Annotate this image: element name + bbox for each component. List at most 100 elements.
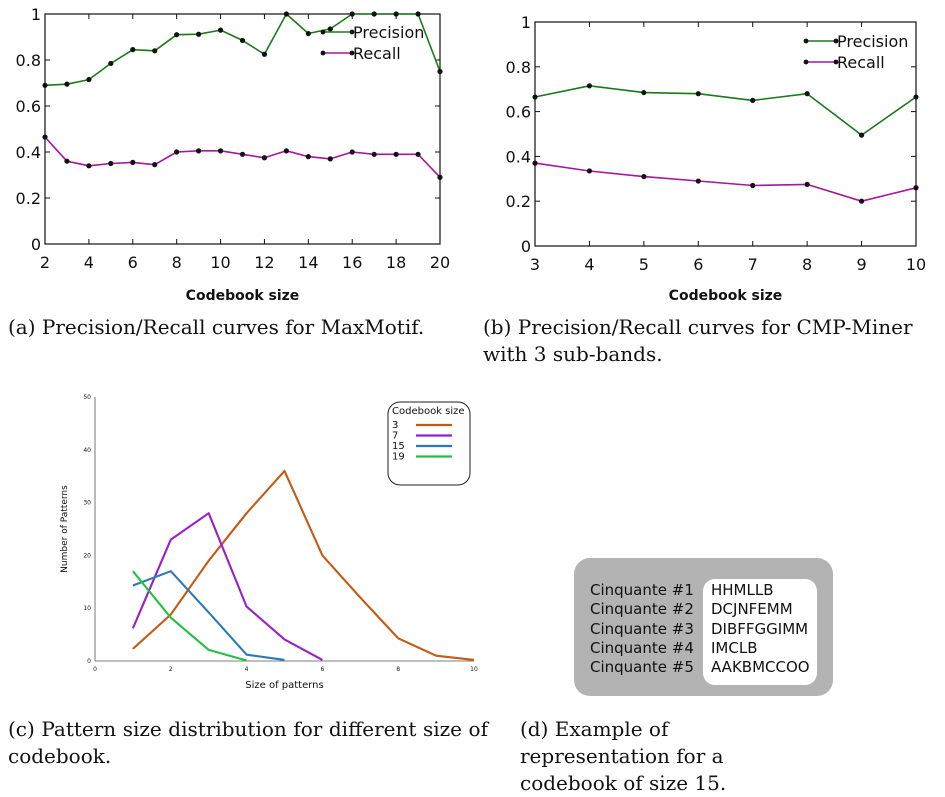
y-tick-label: 0	[87, 658, 91, 665]
legend-label: 3	[392, 420, 398, 431]
caption-a: (a) Precision/Recall curves for MaxMotif…	[8, 315, 425, 339]
x-tick-label: 2	[40, 253, 50, 272]
series-line	[132, 570, 247, 662]
x-tick-label: 6	[693, 255, 703, 274]
caption-b: (b) Precision/Recall curves for CMP-Mine…	[483, 315, 913, 366]
data-point	[305, 154, 311, 160]
data-point	[393, 151, 399, 157]
codebook-value: DCJNFEMM	[711, 600, 793, 619]
series-line	[132, 469, 475, 661]
y-tick-label: 0.6	[506, 103, 531, 122]
y-tick-label: 0.4	[506, 147, 531, 166]
data-point	[86, 163, 92, 169]
codebook-example-values: HHMLLB DCJNFEMM DIBFFGGIMM IMCLB AAKBMCC…	[703, 579, 817, 685]
caption-c: (c) Pattern size distribution for differ…	[8, 717, 488, 768]
x-tick-label: 10	[470, 666, 478, 673]
data-point	[152, 162, 158, 168]
x-tick-label: 0	[93, 666, 97, 673]
y-tick-label: 0.6	[16, 97, 41, 116]
y-tick-label: 0.8	[506, 58, 531, 77]
codebook-value: AAKBMCCOO	[711, 658, 810, 677]
data-point	[217, 148, 224, 154]
x-tick-label: 4	[584, 255, 594, 274]
codebook-label: Cinquante #2	[590, 600, 694, 619]
legend-marker	[320, 29, 326, 35]
data-point	[437, 68, 443, 75]
codebook-value: IMCLB	[711, 638, 758, 657]
legend-box	[387, 401, 471, 486]
data-point	[858, 198, 865, 204]
legend-marker	[803, 59, 809, 65]
data-point	[415, 11, 421, 17]
x-tick-label: 9	[856, 255, 866, 274]
y-tick-label: 10	[83, 605, 91, 612]
data-point	[86, 76, 92, 83]
x-tick-label: 20	[430, 253, 450, 272]
data-point	[239, 151, 246, 157]
data-point	[349, 11, 355, 17]
plot-frame	[44, 13, 441, 245]
x-tick-label: 6	[128, 253, 138, 272]
codebook-label: Cinquante #5	[590, 658, 694, 677]
data-point	[371, 11, 377, 17]
x-tick-label: 10	[210, 253, 230, 272]
y-tick-label: 20	[83, 552, 91, 559]
data-point	[858, 132, 865, 138]
codebook-example-labels: Cinquante #1 Cinquante #2 Cinquante #3 C…	[590, 581, 694, 677]
data-point	[217, 27, 224, 33]
data-point	[415, 151, 421, 157]
y-tick-label: 0.8	[16, 51, 41, 70]
data-point	[437, 174, 443, 180]
x-tick-label: 8	[172, 253, 182, 272]
series-line	[534, 162, 917, 202]
legend-label: 7	[392, 431, 398, 442]
x-tick-label: 6	[320, 666, 324, 673]
data-point	[239, 37, 246, 44]
y-tick-label: 0	[31, 235, 41, 254]
data-point	[695, 178, 701, 184]
data-point	[641, 89, 647, 96]
data-point	[750, 182, 756, 189]
data-point	[64, 158, 70, 164]
data-point	[305, 30, 311, 37]
data-point	[261, 155, 268, 161]
data-point	[393, 11, 399, 17]
legend-label: Precision	[353, 23, 424, 42]
data-point	[108, 60, 114, 67]
y-tick-label: 40	[83, 447, 91, 454]
x-tick-label: 16	[342, 253, 362, 272]
data-point	[42, 82, 48, 88]
legend-marker	[833, 38, 839, 44]
legend-marker	[803, 38, 809, 44]
data-point	[64, 81, 70, 87]
series-line	[44, 136, 441, 178]
x-tick-label: 8	[802, 255, 812, 274]
y-tick-label: 0.2	[16, 189, 41, 208]
data-point	[913, 185, 919, 191]
data-point	[913, 94, 919, 100]
data-point	[586, 168, 593, 174]
legend-label: 19	[392, 452, 405, 463]
data-point	[641, 173, 647, 180]
x-tick-label: 5	[639, 255, 649, 274]
data-point	[532, 160, 538, 166]
series-line	[534, 85, 917, 136]
series-line	[131, 512, 323, 661]
data-point	[586, 83, 593, 89]
x-tick-label: 7	[748, 255, 758, 274]
legend-title: Codebook size	[392, 406, 465, 417]
data-point	[804, 181, 810, 187]
y-axis-label: Number of Patterns	[60, 485, 70, 573]
x-tick-label: 8	[396, 666, 400, 673]
data-point	[532, 94, 538, 100]
data-point	[804, 91, 810, 97]
y-tick-label: 0.4	[16, 143, 41, 162]
legend-marker	[833, 59, 839, 65]
y-tick-label: 0	[521, 237, 531, 256]
x-tick-label: 12	[254, 253, 274, 272]
y-tick-label: 0.2	[506, 192, 531, 211]
data-point	[42, 134, 48, 140]
legend-label: Recall	[837, 53, 885, 72]
x-tick-label: 10	[906, 255, 926, 274]
